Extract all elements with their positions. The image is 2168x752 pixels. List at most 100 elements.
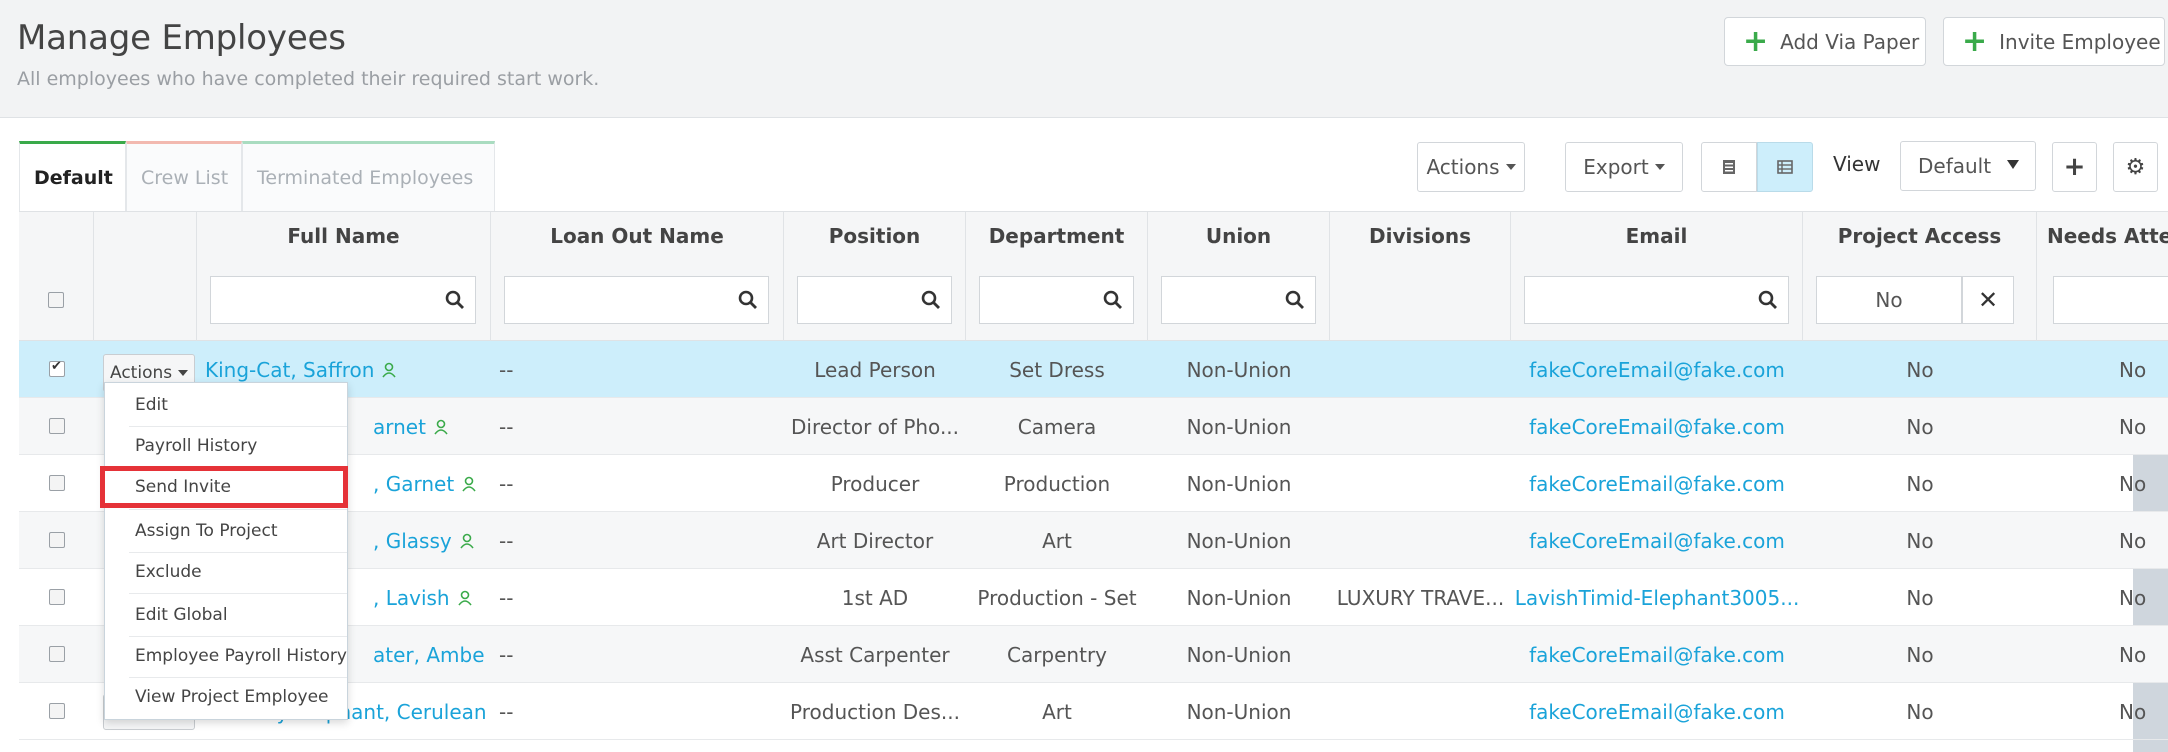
plus-icon: +	[2063, 152, 2086, 182]
menu-item-payroll-history[interactable]: Payroll History	[135, 436, 258, 456]
department-cell: Art	[1042, 699, 1072, 724]
divisions-cell: LUXURY TRAVE...	[1336, 585, 1505, 610]
email-link[interactable]: LavishTimid-Elephant3005...	[1514, 585, 1800, 610]
menu-divider	[129, 677, 347, 678]
select-all-checkbox[interactable]	[48, 292, 64, 308]
email-link[interactable]: fakeCoreEmail@fake.com	[1529, 642, 1785, 667]
export-dropdown-button[interactable]: Export	[1565, 142, 1683, 192]
column-project-access: Project Access No ✕	[1803, 212, 2037, 342]
row-checkbox[interactable]	[49, 532, 65, 548]
position-cell: Producer	[830, 471, 920, 496]
department-filter[interactable]	[979, 276, 1134, 324]
position-filter[interactable]	[797, 276, 952, 324]
project-access-cell: No	[1906, 585, 1934, 610]
divisions-cell	[1330, 512, 1511, 569]
add-view-button[interactable]: +	[2052, 142, 2097, 192]
actions-column-header	[94, 212, 197, 342]
column-email: Email	[1511, 212, 1803, 342]
actions-dropdown-button[interactable]: Actions	[1417, 142, 1525, 192]
department-cell: Art	[1042, 528, 1072, 553]
needs-attention-cell: No	[2119, 699, 2147, 724]
project-access-cell: No	[1906, 528, 1934, 553]
employee-name-link[interactable]: King-Cat, Saffron	[205, 341, 485, 398]
employee-name-link[interactable]: , Glassy	[205, 512, 485, 569]
row-checkbox[interactable]	[49, 359, 65, 377]
full-name-filter[interactable]	[210, 276, 476, 324]
menu-item-send-invite[interactable]: Send Invite	[135, 477, 231, 497]
menu-item-exclude[interactable]: Exclude	[135, 562, 202, 582]
email-link[interactable]: fakeCoreEmail@fake.com	[1529, 699, 1785, 724]
table-row[interactable]: , Garnet -- Producer Production Non-Unio…	[19, 455, 2168, 512]
add-via-paper-button[interactable]: + Add Via Paper	[1724, 17, 1926, 66]
employee-name-link[interactable]: , Lavish	[205, 569, 485, 626]
list-icon	[1723, 160, 1735, 174]
employee-name-link[interactable]: , Garnet	[205, 455, 485, 512]
settings-button[interactable]: ⚙	[2113, 142, 2158, 192]
needs-attention-cell: No	[2119, 642, 2147, 667]
table-row[interactable]: , Glassy -- Art Director Art Non-Union f…	[19, 512, 2168, 569]
clear-filter-button[interactable]: ✕	[1962, 276, 2014, 324]
row-checkbox[interactable]	[49, 589, 65, 605]
project-access-filter[interactable]: No	[1816, 276, 1962, 324]
department-cell: Carpentry	[1006, 642, 1108, 667]
actions-label: Actions	[1426, 155, 1500, 179]
email-link[interactable]: fakeCoreEmail@fake.com	[1529, 357, 1785, 382]
user-icon	[434, 419, 448, 435]
employee-name-link[interactable]: ater, Amber...	[373, 642, 485, 667]
union-cell: Non-Union	[1186, 699, 1292, 724]
loan-out-name-filter[interactable]	[504, 276, 769, 324]
menu-divider	[129, 426, 347, 427]
row-checkbox[interactable]	[49, 646, 65, 662]
menu-item-assign-to-project[interactable]: Assign To Project	[135, 521, 278, 541]
plus-icon: +	[1962, 23, 1988, 59]
position-cell: Lead Person	[814, 357, 936, 382]
divisions-cell	[1330, 398, 1511, 455]
loan-out-cell: --	[499, 642, 514, 667]
loan-out-cell: --	[499, 414, 514, 439]
user-icon	[462, 476, 476, 492]
loan-out-cell: --	[499, 699, 514, 724]
invite-employee-button[interactable]: + Invite Employee	[1943, 17, 2165, 66]
menu-item-view-project-employee[interactable]: View Project Employee	[135, 687, 329, 707]
project-access-cell: No	[1906, 471, 1934, 496]
tab-crew-list[interactable]: Crew List	[126, 141, 242, 211]
tab-terminated-employees[interactable]: Terminated Employees	[242, 141, 495, 211]
plus-icon: +	[1743, 23, 1769, 59]
table-row[interactable]: arnet -- Director of Pho... Camera Non-U…	[19, 398, 2168, 455]
table-row[interactable]: ater, Amber... -- Asst Carpenter Carpent…	[19, 626, 2168, 683]
search-icon	[921, 290, 940, 309]
search-icon	[1285, 290, 1304, 309]
needs-attention-cell: No	[2119, 414, 2147, 439]
union-filter[interactable]	[1161, 276, 1316, 324]
employee-name-link[interactable]: arnet	[205, 398, 485, 455]
export-label: Export	[1583, 155, 1649, 179]
department-cell: Camera	[1017, 414, 1097, 439]
email-filter[interactable]	[1524, 276, 1789, 324]
close-icon: ✕	[1977, 286, 1999, 314]
email-link[interactable]: fakeCoreEmail@fake.com	[1529, 414, 1785, 439]
row-checkbox[interactable]	[49, 703, 65, 719]
email-link[interactable]: fakeCoreEmail@fake.com	[1529, 471, 1785, 496]
list-view-toggle[interactable]	[1701, 142, 1757, 192]
project-access-cell: No	[1906, 357, 1934, 382]
column-union: Union	[1148, 212, 1330, 342]
email-link[interactable]: fakeCoreEmail@fake.com	[1529, 528, 1785, 553]
search-icon	[1758, 290, 1777, 309]
page-header: Manage Employees All employees who have …	[0, 0, 2168, 118]
loan-out-cell: --	[499, 528, 514, 553]
chevron-down-icon	[2007, 160, 2019, 169]
menu-item-edit[interactable]: Edit	[135, 395, 168, 415]
menu-item-employee-payroll-history[interactable]: Employee Payroll History	[135, 646, 347, 666]
project-access-filter-value: No	[1875, 288, 1903, 312]
table-view-toggle[interactable]	[1757, 142, 1813, 192]
needs-attention-filter[interactable]	[2053, 276, 2168, 324]
row-checkbox[interactable]	[49, 418, 65, 434]
table-row[interactable]: , Lavish -- 1st AD Production - Set Non-…	[19, 569, 2168, 626]
view-select[interactable]: Default	[1900, 141, 2036, 191]
row-checkbox[interactable]	[49, 475, 65, 491]
page-title: Manage Employees	[17, 18, 346, 58]
menu-item-edit-global[interactable]: Edit Global	[135, 605, 228, 625]
tab-default[interactable]: Default	[19, 141, 126, 211]
employee-table: Full Name Loan Out Name Position Departm…	[19, 211, 2168, 752]
table-row[interactable]: King-Cat, Saffron -- Lead Person Set Dre…	[19, 341, 2168, 398]
